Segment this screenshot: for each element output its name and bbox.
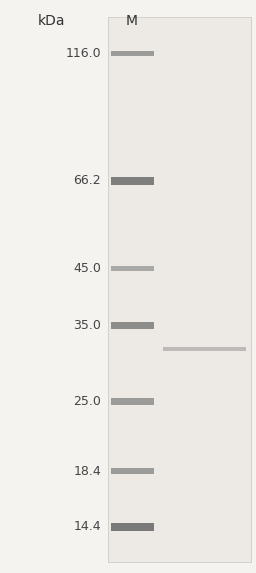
Text: 14.4: 14.4	[73, 520, 101, 533]
Text: 35.0: 35.0	[73, 319, 101, 332]
Bar	[111, 51, 154, 56]
Bar	[111, 468, 154, 474]
Text: 45.0: 45.0	[73, 262, 101, 275]
Text: M: M	[126, 14, 138, 28]
Bar	[111, 523, 154, 531]
Text: 18.4: 18.4	[73, 465, 101, 477]
Bar	[163, 347, 246, 351]
Text: 25.0: 25.0	[73, 395, 101, 408]
Bar	[111, 265, 154, 271]
Text: 66.2: 66.2	[73, 174, 101, 187]
Bar	[111, 398, 154, 405]
Bar	[108, 17, 251, 562]
Bar	[111, 177, 154, 185]
Bar	[111, 322, 154, 328]
Text: 116.0: 116.0	[66, 48, 101, 60]
Text: kDa: kDa	[37, 14, 65, 28]
